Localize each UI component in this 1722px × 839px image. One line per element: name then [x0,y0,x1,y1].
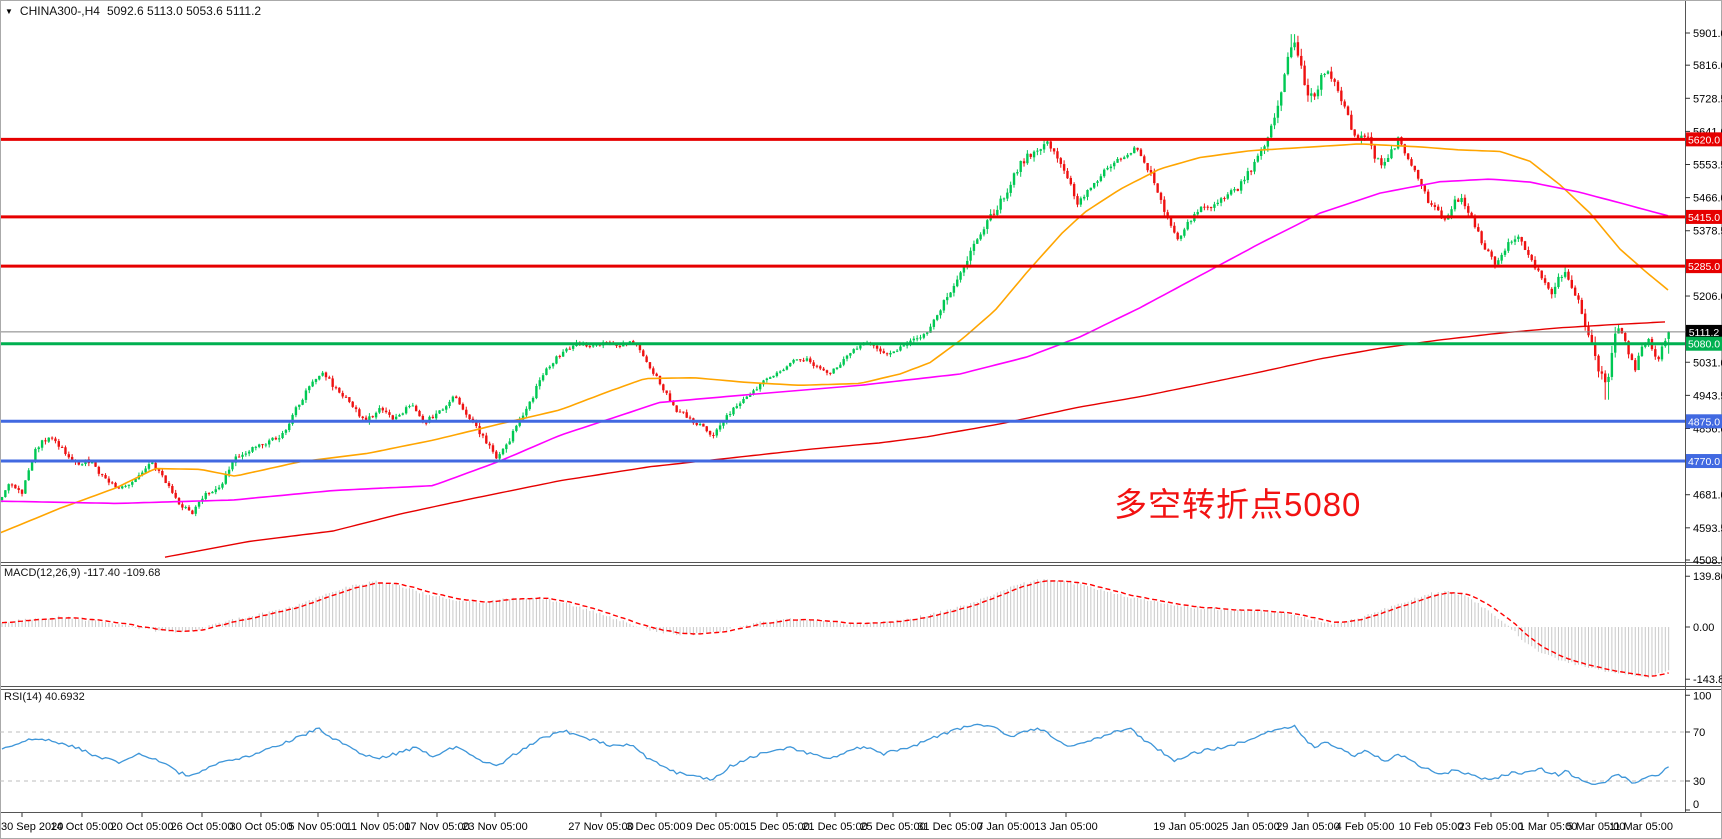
svg-text:7 Jan 05:00: 7 Jan 05:00 [977,821,1035,833]
svg-text:5 Mar 05:00: 5 Mar 05:00 [1567,821,1626,833]
macd-indicator-label: MACD(12,26,9) -117.40 -109.68 [4,567,161,579]
svg-text:5080.0: 5080.0 [1688,339,1720,351]
svg-text:17 Nov 05:00: 17 Nov 05:00 [404,821,469,833]
svg-text:5466.0: 5466.0 [1693,193,1722,205]
macd-axis-labels: 139.86 0.00 -143.82 [1685,571,1722,686]
svg-text:4770.0: 4770.0 [1688,456,1720,468]
svg-text:5620.0: 5620.0 [1688,134,1720,146]
svg-text:3 Dec 05:00: 3 Dec 05:00 [626,821,685,833]
svg-text:5553.5: 5553.5 [1693,160,1722,172]
price-badge [1686,209,1722,224]
price-badge [1686,414,1722,429]
annotation-text: 多空转折点5080 [1114,486,1362,523]
svg-text:11 Nov 05:00: 11 Nov 05:00 [346,821,411,833]
svg-text:100: 100 [1693,690,1711,702]
ma-mid-magenta [0,178,1669,505]
svg-text:15 Dec 05:00: 15 Dec 05:00 [744,821,809,833]
title-ohlc-values: 5092.6 5113.0 5053.6 5111.2 [106,4,262,18]
svg-text:14 Oct 05:00: 14 Oct 05:00 [51,821,114,833]
svg-text:23 Nov 05:00: 23 Nov 05:00 [462,821,527,833]
svg-text:5111.2: 5111.2 [1689,327,1720,339]
macd-signal-line [1,580,1669,677]
svg-text:5901.0: 5901.0 [1693,28,1722,40]
svg-text:26 Oct 05:00: 26 Oct 05:00 [171,821,234,833]
svg-text:30 Sep 2020: 30 Sep 2020 [1,821,63,833]
svg-text:4875.0: 4875.0 [1688,416,1720,428]
svg-text:31 Dec 05:00: 31 Dec 05:00 [917,821,982,833]
svg-text:29 Jan 05:00: 29 Jan 05:00 [1276,821,1340,833]
price-axis-labels: 5901.05816.05728.55641.05553.55466.05378… [1685,28,1722,567]
svg-text:27 Nov 05:00: 27 Nov 05:00 [568,821,633,833]
svg-text:9 Dec 05:00: 9 Dec 05:00 [686,821,745,833]
price-level-lines [0,137,1685,463]
rsi-axis-labels: 100 70 30 0 [1685,690,1711,811]
svg-text:70: 70 [1693,727,1705,739]
svg-text:5285.0: 5285.0 [1688,261,1720,273]
svg-text:25 Dec 05:00: 25 Dec 05:00 [860,821,925,833]
svg-text:0.00: 0.00 [1693,622,1714,634]
svg-text:4681.0: 4681.0 [1693,490,1722,502]
svg-text:5031.0: 5031.0 [1693,357,1722,369]
svg-text:5816.0: 5816.0 [1693,60,1722,72]
price-badge [1686,259,1722,274]
svg-text:139.86: 139.86 [1693,571,1722,583]
svg-text:19 Jan 05:00: 19 Jan 05:00 [1153,821,1217,833]
svg-text:5415.0: 5415.0 [1688,212,1720,224]
svg-text:30: 30 [1693,776,1705,788]
svg-text:1 Mar 05:00: 1 Mar 05:00 [1519,821,1578,833]
svg-text:10 Feb 05:00: 10 Feb 05:00 [1399,821,1464,833]
svg-text:5728.5: 5728.5 [1693,93,1722,105]
price-badge [1686,132,1722,147]
svg-text:0: 0 [1693,799,1699,811]
price-badge [1686,324,1722,339]
svg-text:5206.0: 5206.0 [1693,291,1722,303]
svg-text:5378.5: 5378.5 [1693,226,1722,238]
svg-text:5 Nov 05:00: 5 Nov 05:00 [288,821,347,833]
price-badge [1686,336,1722,351]
macd-histogram [1,579,1670,679]
svg-text:21 Dec 05:00: 21 Dec 05:00 [802,821,867,833]
svg-text:30 Oct 05:00: 30 Oct 05:00 [230,821,293,833]
rsi-line [1,723,1669,786]
symbol-period-label: CHINA300-,H4 [19,4,100,18]
svg-text:23 Feb 05:00: 23 Feb 05:00 [1459,821,1524,833]
ma-fast-orange [0,143,1669,534]
symbol-dropdown-icon[interactable]: ▼ [5,6,13,16]
svg-text:25 Jan 05:00: 25 Jan 05:00 [1216,821,1280,833]
svg-text:-143.82: -143.82 [1693,674,1722,686]
chart-title: ▼ CHINA300-,H4 5092.6 5113.0 5053.6 5111… [5,4,261,18]
svg-text:4508.5: 4508.5 [1693,555,1722,567]
svg-text:13 Jan 05:00: 13 Jan 05:00 [1034,821,1098,833]
svg-text:4943.5: 4943.5 [1693,390,1722,402]
rsi-panel [0,731,1685,782]
svg-text:4593.5: 4593.5 [1693,523,1722,535]
svg-text:11 Mar 05:00: 11 Mar 05:00 [1609,821,1673,833]
svg-text:4 Feb 05:00: 4 Feb 05:00 [1336,821,1395,833]
price-badge [1686,454,1722,469]
svg-text:20 Oct 05:00: 20 Oct 05:00 [111,821,174,833]
rsi-indicator-label: RSI(14) 40.6932 [4,691,85,703]
